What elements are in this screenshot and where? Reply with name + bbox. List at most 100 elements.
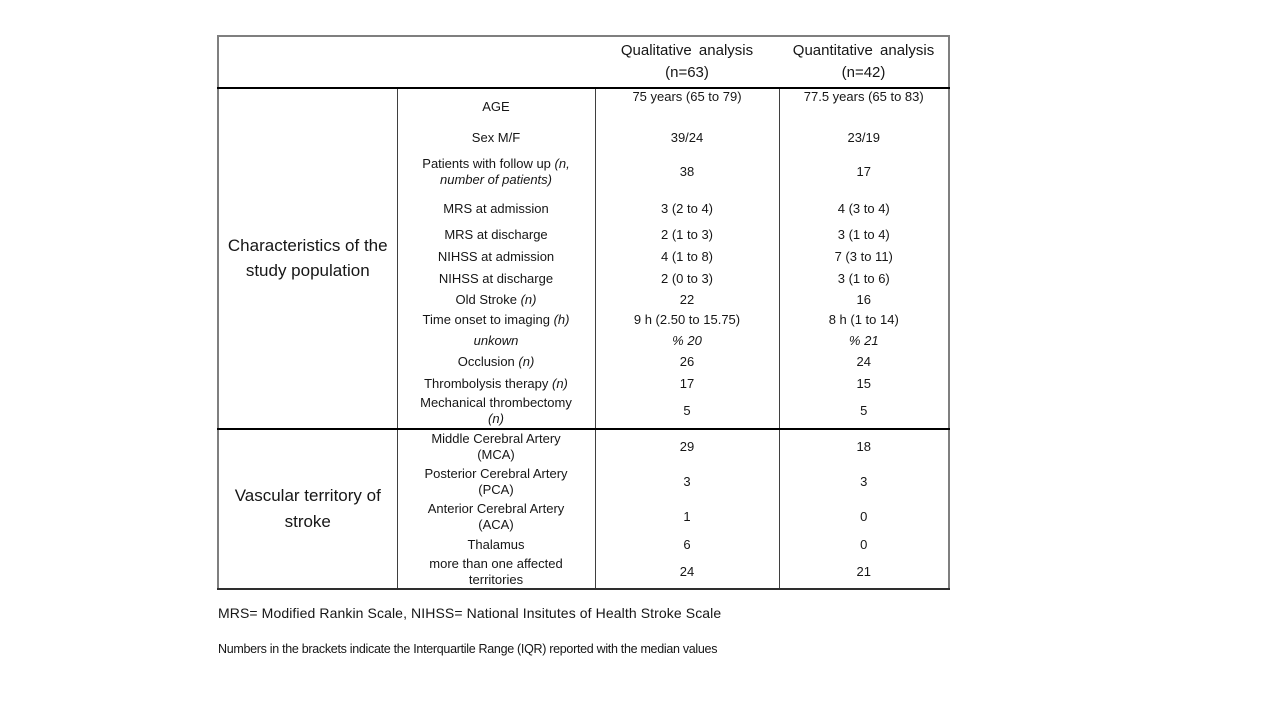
table-row: Anterior Cerebral Artery (ACA) 1 0 (218, 499, 949, 535)
param-label: AGE (396, 88, 595, 126)
value-qualitative: 4 (1 to 8) (594, 246, 779, 268)
column-header-quantitative: Quantitative analysis (n=42) (779, 36, 949, 89)
param-label: NIHSS at discharge (396, 268, 595, 290)
param-label-italic: (h) (553, 312, 570, 328)
table-row: Vascular territory of stroke Middle Cere… (218, 427, 949, 589)
table-row: Mechanical thrombectomy (n) 5 5 (218, 395, 949, 429)
table-row: more than one affected territories 24 21 (218, 555, 949, 589)
value-quantitative: 23/19 (778, 126, 949, 150)
param-label-italic: (n) (552, 375, 568, 391)
value-qualitative: 2 (1 to 3) (594, 224, 779, 246)
table-row: unkown % 20 % 21 (218, 330, 949, 352)
param-label-text: Occlusion (457, 354, 519, 370)
param-label-text: Patients with follow up (422, 155, 551, 171)
value-quantitative: 3 (1 to 6) (778, 268, 949, 290)
value-qualitative: 24 (594, 555, 779, 589)
table-row: Posterior Cerebral Artery (PCA) 3 3 (218, 464, 949, 500)
param-label: Patients with follow up (n, number of pa… (396, 150, 595, 194)
value-qualitative: 22 (594, 290, 779, 311)
value-qualitative: 75 years (65 to 79) (594, 88, 779, 126)
table-row: NIHSS at admission 4 (1 to 8) 7 (3 to 11… (218, 246, 949, 268)
param-label-text: more than one affected territories (429, 555, 563, 587)
param-label-text: Old Stroke (455, 292, 521, 308)
param-label: Thrombolysis therapy (n) (396, 373, 595, 395)
value-qualitative: 5 (594, 395, 779, 429)
param-label-text: Mechanical thrombectomy (420, 395, 572, 410)
value-quantitative: 0 (778, 534, 949, 556)
table-row: NIHSS at discharge 2 (0 to 3) 3 (1 to 6) (218, 268, 949, 290)
value-quantitative: 8 h (1 to 14) (778, 311, 949, 330)
value-quantitative: 3 (778, 464, 949, 500)
value-qualitative: 17 (594, 373, 779, 395)
value-qualitative: 1 (594, 499, 779, 535)
value-quantitative: 21 (778, 555, 949, 589)
study-population-table: Qualitative analysis (n=63) Quantitative… (217, 35, 950, 590)
value-qualitative: 3 (594, 464, 779, 500)
param-label-italic: (n) (520, 292, 537, 308)
param-label-text: MRS at admission (443, 200, 549, 216)
param-label: Anterior Cerebral Artery (ACA) (396, 499, 595, 535)
footnote-abbreviations: MRS= Modified Rankin Scale, NIHSS= Natio… (218, 605, 722, 621)
param-label-italic: (n, number of patients) (439, 155, 570, 187)
param-label: Thalamus (396, 534, 595, 556)
param-label: NIHSS at admission (396, 246, 595, 268)
value-qualitative: % 20 (594, 330, 779, 352)
table-row: MRS at discharge 2 (1 to 3) 3 (1 to 4) (218, 224, 949, 246)
table-row: MRS at admission 3 (2 to 4) 4 (3 to 4) (218, 194, 949, 224)
value-quantitative: 3 (1 to 4) (778, 224, 949, 246)
param-label-text: Thalamus (467, 536, 525, 552)
value-qualitative: 2 (0 to 3) (594, 268, 779, 290)
param-label-text: Sex M/F (471, 129, 521, 145)
param-label: Posterior Cerebral Artery (PCA) (396, 464, 595, 500)
table-row: Patients with follow up (n, number of pa… (218, 150, 949, 194)
param-label-text: Middle Cerebral Artery (MCA) (431, 430, 561, 462)
param-label-italic: (n) (488, 411, 504, 427)
table-row: Time onset to imaging (h) 9 h (2.50 to 1… (218, 311, 949, 330)
param-label: MRS at discharge (396, 224, 595, 246)
param-label-text: Thrombolysis therapy (424, 375, 552, 391)
value-qualitative: 6 (594, 534, 779, 556)
param-label: more than one affected territories (396, 555, 595, 589)
param-label-text: MRS at discharge (444, 226, 548, 242)
param-label: Time onset to imaging (h) (396, 311, 595, 330)
table-row: Thrombolysis therapy (n) 17 15 (218, 373, 949, 395)
param-label: Occlusion (n) (396, 352, 595, 373)
table-row: Thalamus 6 0 (218, 534, 949, 556)
value-quantitative: % 21 (778, 330, 949, 352)
value-qualitative: 29 (594, 427, 779, 465)
value-quantitative: 5 (778, 395, 949, 429)
value-quantitative: 24 (778, 352, 949, 373)
value-quantitative: 77.5 years (65 to 83) (778, 88, 949, 126)
param-label: unkown (396, 330, 595, 352)
value-quantitative: 4 (3 to 4) (778, 194, 949, 224)
value-qualitative: 9 h (2.50 to 15.75) (594, 311, 779, 330)
param-label-italic: unkown (473, 332, 519, 348)
value-qualitative: 39/24 (594, 126, 779, 150)
value-quantitative: 16 (778, 290, 949, 311)
table-row: Occlusion (n) 26 24 (218, 352, 949, 373)
value-quantitative: 15 (778, 373, 949, 395)
param-label-text: Anterior Cerebral Artery (ACA) (427, 500, 565, 532)
param-label-italic: (n) (518, 354, 535, 370)
header-empty-cell (218, 36, 595, 89)
row-group-label-characteristics: Characteristics of the study population (227, 235, 388, 281)
value-quantitative: 7 (3 to 11) (778, 246, 949, 268)
row-group-label-vascular: Vascular territory of stroke (218, 427, 397, 589)
param-label: Middle Cerebral Artery (MCA) (396, 427, 595, 465)
param-label: MRS at admission (396, 194, 595, 224)
column-header-qualitative: Qualitative analysis (n=63) (595, 36, 779, 89)
value-quantitative: 0 (778, 499, 949, 535)
table-row: Characteristics of the study population … (218, 88, 949, 280)
table-row: Old Stroke (n) 22 16 (218, 290, 949, 311)
table-row: Sex M/F 39/24 23/19 (218, 126, 949, 150)
param-label-text: NIHSS at admission (437, 248, 555, 264)
table-header-row: Qualitative analysis (n=63) Quantitative… (218, 36, 949, 89)
param-label: Old Stroke (n) (396, 290, 595, 311)
param-label-text: NIHSS at discharge (438, 270, 554, 286)
param-label: Sex M/F (396, 126, 595, 150)
param-label: Mechanical thrombectomy (n) (396, 395, 595, 429)
param-label-text: Posterior Cerebral Artery (PCA) (424, 465, 568, 497)
value-quantitative: 18 (778, 427, 949, 465)
param-label-text: AGE (482, 99, 510, 115)
